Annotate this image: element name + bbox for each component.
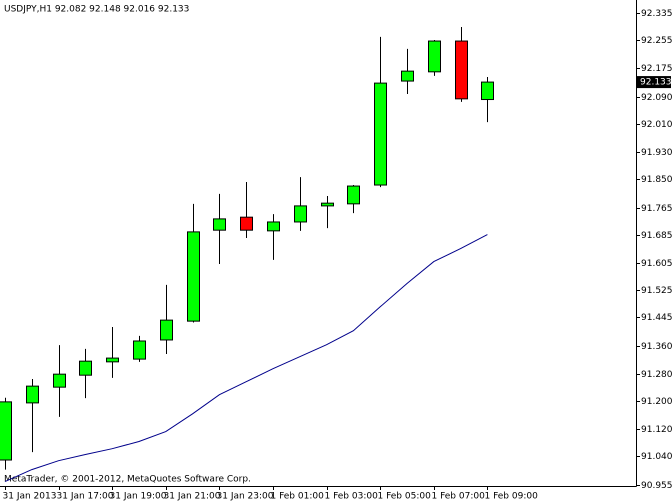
y-tick-label: 91.120 bbox=[641, 425, 672, 435]
candle-body bbox=[267, 221, 280, 232]
candle-body bbox=[26, 385, 39, 404]
candle-body bbox=[374, 82, 387, 186]
x-tick-label: 1 Feb 05:00 bbox=[378, 492, 432, 502]
x-tick-label: 31 Jan 2013 bbox=[3, 492, 57, 502]
x-tick-label: 31 Jan 21:00 bbox=[164, 492, 221, 502]
candle-body bbox=[401, 70, 414, 82]
y-tick-label: 92.090 bbox=[641, 93, 672, 103]
chart-title: USDJPY,H1 92.082 92.148 92.016 92.133 bbox=[4, 5, 189, 15]
candle-body bbox=[160, 319, 173, 341]
last-price-label: 92.133 bbox=[640, 78, 672, 88]
y-tick-label: 91.280 bbox=[641, 370, 672, 380]
candle-body bbox=[428, 40, 441, 73]
y-tick-label: 91.850 bbox=[641, 175, 672, 185]
candle-body bbox=[79, 360, 92, 376]
candle-body bbox=[294, 205, 307, 223]
y-tick-label: 92.010 bbox=[641, 120, 672, 130]
y-tick-label: 92.335 bbox=[641, 9, 672, 19]
x-tick-label: 1 Feb 03:00 bbox=[325, 492, 379, 502]
candle-body bbox=[240, 216, 253, 231]
y-tick-label: 91.685 bbox=[641, 231, 672, 241]
x-tick-label: 1 Feb 09:00 bbox=[485, 492, 539, 502]
y-tick-label: 91.930 bbox=[641, 148, 672, 158]
y-tick-label: 91.445 bbox=[641, 313, 672, 323]
y-tick-label: 92.255 bbox=[641, 36, 672, 46]
x-tick-label: 31 Jan 19:00 bbox=[110, 492, 167, 502]
y-tick-label: 91.360 bbox=[641, 342, 672, 352]
candle-body bbox=[321, 202, 334, 207]
last-price-box bbox=[637, 76, 671, 89]
candle-body bbox=[133, 340, 146, 360]
candle-body bbox=[0, 401, 12, 461]
y-tick-label: 91.525 bbox=[641, 286, 672, 296]
candle-body bbox=[53, 373, 66, 388]
moving-average bbox=[4, 234, 488, 483]
candle-body bbox=[213, 218, 226, 231]
y-tick-label: 91.200 bbox=[641, 397, 672, 407]
footer: MetaTrader, © 2001-2012, MetaQuotes Soft… bbox=[4, 475, 251, 485]
y-tick-label: 91.605 bbox=[641, 259, 672, 269]
candle-body bbox=[347, 185, 360, 205]
y-tick-label: 92.175 bbox=[641, 64, 672, 74]
x-tick-label: 31 Jan 23:00 bbox=[217, 492, 274, 502]
x-tick-label: 31 Jan 17:00 bbox=[57, 492, 114, 502]
y-tick-label: 91.765 bbox=[641, 204, 672, 214]
y-tick-label: 90.955 bbox=[641, 481, 672, 491]
x-tick-label: 1 Feb 01:00 bbox=[271, 492, 325, 502]
candle-body bbox=[455, 40, 468, 100]
x-tick-label: 1 Feb 07:00 bbox=[432, 492, 486, 502]
candle-body bbox=[106, 357, 119, 363]
candle-body bbox=[481, 81, 494, 101]
y-tick-label: 91.040 bbox=[641, 452, 672, 462]
candle-body bbox=[187, 231, 200, 322]
